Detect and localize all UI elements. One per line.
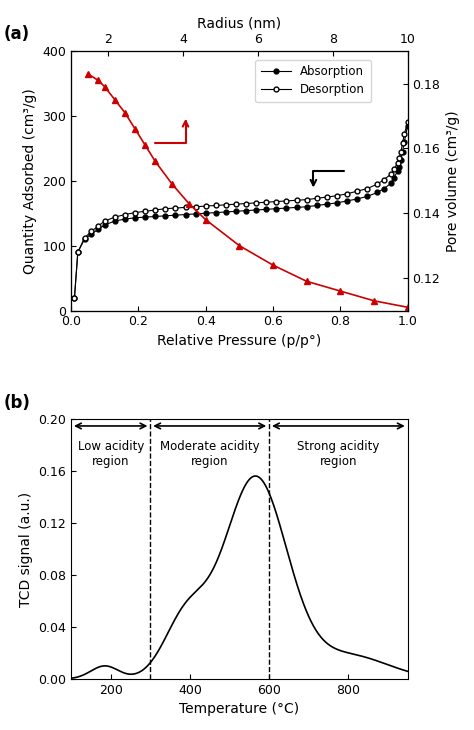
X-axis label: Radius (nm): Radius (nm) [197,17,282,31]
Y-axis label: Quantity Adsorbed (cm³/g): Quantity Adsorbed (cm³/g) [23,88,37,274]
Absorption [334,199,340,207]
Absorption [112,217,118,226]
Absorption [314,201,319,210]
Desorption [152,206,158,215]
Absorption [102,220,108,229]
Absorption [75,247,81,256]
Absorption [95,225,101,234]
Desorption [142,207,148,215]
Absorption [374,188,380,197]
Desorption [173,204,178,212]
Desorption [223,201,229,210]
Desorption [233,200,239,209]
Desorption [396,154,402,163]
Absorption [203,209,209,218]
Absorption [283,204,289,212]
Absorption [152,212,158,221]
Desorption [112,212,118,221]
Desorption [213,201,219,210]
Desorption [374,180,380,188]
Desorption [264,198,269,207]
Absorption [324,200,330,209]
Absorption [381,184,387,193]
Absorption [400,147,405,156]
Absorption [294,203,300,212]
Absorption [182,210,188,219]
Desorption [405,118,410,127]
Desorption [283,196,289,205]
Desorption [344,189,350,198]
Absorption [388,179,393,188]
Desorption [193,202,199,211]
Desorption [203,201,209,210]
Absorption [405,121,410,130]
Line: Absorption: Absorption [72,123,410,300]
Absorption [122,215,128,223]
Desorption [395,158,401,167]
Desorption [89,227,94,236]
Desorption [122,210,128,219]
Absorption [344,196,350,205]
Absorption [395,166,401,175]
Desorption [365,184,370,193]
Absorption [223,207,229,216]
Absorption [82,235,87,244]
Text: Low acidity
region: Low acidity region [78,440,144,468]
Text: Strong acidity
region: Strong acidity region [297,440,380,468]
Desorption [294,196,300,204]
Absorption [213,208,219,217]
Absorption [173,211,178,220]
Desorption [354,187,360,196]
Desorption [401,130,407,139]
Absorption [392,173,397,182]
Desorption [273,197,279,206]
X-axis label: Relative Pressure (p/p°): Relative Pressure (p/p°) [157,334,321,348]
Desorption [334,191,340,200]
Desorption [388,170,393,179]
Desorption [95,222,101,231]
Absorption [193,210,199,218]
Line: Desorption: Desorption [72,120,410,300]
Text: Moderate acidity
region: Moderate acidity region [160,440,259,468]
Desorption [381,175,387,184]
Absorption [365,192,370,201]
Desorption [75,247,81,256]
Absorption [243,207,249,215]
Absorption [401,137,407,146]
Desorption [243,199,249,208]
Absorption [163,212,168,220]
Desorption [163,204,168,213]
Absorption [233,207,239,215]
Desorption [132,208,138,217]
Legend: Absorption, Desorption: Absorption, Desorption [255,60,371,102]
Absorption [398,155,404,164]
Text: (a): (a) [4,25,30,43]
Desorption [182,203,188,212]
Desorption [392,165,397,174]
Absorption [273,204,279,213]
Desorption [400,139,405,147]
Desorption [398,147,404,156]
Desorption [314,194,319,203]
Absorption [253,206,259,215]
Absorption [72,293,77,302]
Absorption [89,230,94,239]
Y-axis label: TCD signal (a.u.): TCD signal (a.u.) [18,491,33,607]
Desorption [253,199,259,207]
Desorption [324,193,330,201]
Absorption [132,213,138,222]
Absorption [354,195,360,204]
Absorption [142,212,148,221]
Y-axis label: Pore volume (cm³/g): Pore volume (cm³/g) [446,110,460,252]
Desorption [102,217,108,226]
Desorption [72,293,77,302]
Absorption [264,205,269,214]
X-axis label: Temperature (°C): Temperature (°C) [179,702,300,716]
Absorption [396,162,402,171]
Text: (b): (b) [4,393,31,412]
Desorption [82,234,87,242]
Absorption [304,202,310,211]
Desorption [304,195,310,204]
